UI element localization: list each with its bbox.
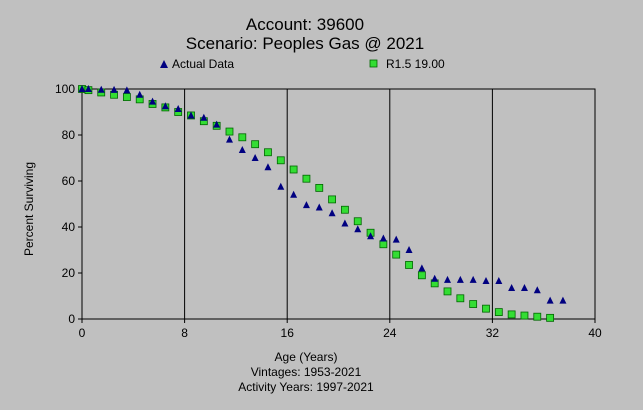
y-tick-label: 80 <box>62 128 76 142</box>
fit-point <box>379 240 388 249</box>
fit-point <box>353 217 362 226</box>
fit-point <box>302 174 311 183</box>
actual-data-point <box>405 246 413 253</box>
fit-point <box>122 93 131 101</box>
actual-data-point <box>290 190 298 198</box>
legend-label-fit: R1.5 19.00 <box>386 57 445 71</box>
fit-point <box>417 271 426 280</box>
actual-data-point <box>213 120 221 128</box>
fit-point <box>546 313 555 322</box>
vintages-label: Vintages: 1953-2021 <box>251 365 362 379</box>
fit-point <box>289 165 298 174</box>
y-tick-label: 60 <box>62 174 76 188</box>
fit-point <box>405 261 413 269</box>
fit-point <box>225 127 234 136</box>
x-tick-label: 8 <box>181 326 188 340</box>
fit-point <box>276 156 285 165</box>
fit-point <box>238 133 247 142</box>
actual-data-point <box>328 209 336 217</box>
x-axis-label: Age (Years) <box>275 350 338 364</box>
actual-data-point <box>546 296 554 304</box>
actual-data-point <box>533 286 541 294</box>
actual-data-point <box>149 97 157 105</box>
actual-data-point <box>136 90 144 98</box>
chart-subtitle: Scenario: Peoples Gas @ 2021 <box>186 34 424 53</box>
fit-point <box>392 250 401 259</box>
y-tick-label: 0 <box>68 312 75 326</box>
actual-data-point <box>251 154 259 161</box>
actual-data-point <box>277 182 285 190</box>
plot-area <box>81 88 596 320</box>
legend-label-actual: Actual Data <box>172 57 234 71</box>
actual-data-point <box>469 275 477 283</box>
x-tick-label: 40 <box>588 326 602 340</box>
actual-data-point <box>431 274 439 282</box>
fit-point <box>533 312 542 321</box>
chart-title: Account: 39600 <box>246 15 364 34</box>
actual-data-point <box>444 275 452 283</box>
actual-data-point <box>520 283 528 291</box>
fit-point <box>264 148 272 157</box>
actual-data-point <box>379 234 387 242</box>
axis-ticks: 0 8 16 24 32 40 0 20 40 60 80 100 <box>55 82 602 340</box>
actual-data-point <box>161 102 169 110</box>
fit-point <box>315 183 324 192</box>
actual-data-point <box>482 277 490 285</box>
actual-data-point <box>495 277 503 285</box>
actual-data-point <box>315 203 323 211</box>
actual-data-point <box>302 201 310 209</box>
actual-data-point <box>78 85 86 92</box>
fit-point <box>494 308 503 317</box>
y-axis-label: Percent Surviving <box>22 162 36 256</box>
actual-data-point <box>341 219 349 227</box>
actual-data-point <box>84 85 92 92</box>
x-tick-label: 16 <box>281 326 295 340</box>
actual-data-point <box>392 235 400 243</box>
actual-data-point <box>367 232 375 240</box>
fit-point <box>328 195 336 204</box>
actual-data-point <box>97 85 105 93</box>
legend-square-marker <box>369 59 378 68</box>
y-tick-label: 40 <box>62 220 76 234</box>
x-tick-label: 0 <box>79 326 86 340</box>
fit-point <box>507 310 516 319</box>
fit-point <box>520 311 529 320</box>
y-tick-label: 20 <box>62 266 76 280</box>
actual-data-point <box>225 135 233 143</box>
fit-point <box>251 140 260 149</box>
x-tick-label: 24 <box>383 326 397 340</box>
actual-data-point <box>456 275 464 283</box>
activity-years-label: Activity Years: 1997-2021 <box>238 380 374 394</box>
actual-data-point <box>264 163 272 171</box>
grid-lines <box>184 89 493 319</box>
actual-data-point <box>238 145 246 153</box>
legend-triangle-marker <box>160 60 168 68</box>
x-tick-label: 32 <box>486 326 500 340</box>
actual-data-point <box>354 225 362 233</box>
actual-data-point <box>418 264 426 272</box>
fit-point <box>456 294 465 303</box>
fit-point <box>482 304 490 313</box>
actual-data-point <box>123 86 131 94</box>
fit-point <box>469 300 478 308</box>
actual-data-point <box>110 85 118 93</box>
actual-data-point <box>508 283 516 291</box>
actual-data-point <box>187 111 195 119</box>
fit-point <box>443 287 452 296</box>
data-points <box>78 85 567 322</box>
legend: Actual Data R1.5 19.00 <box>160 57 445 71</box>
actual-data-point <box>559 296 567 304</box>
fit-point <box>341 205 349 214</box>
actual-data-point <box>200 113 208 121</box>
y-tick-label: 100 <box>55 82 75 96</box>
actual-data-point <box>174 105 182 113</box>
